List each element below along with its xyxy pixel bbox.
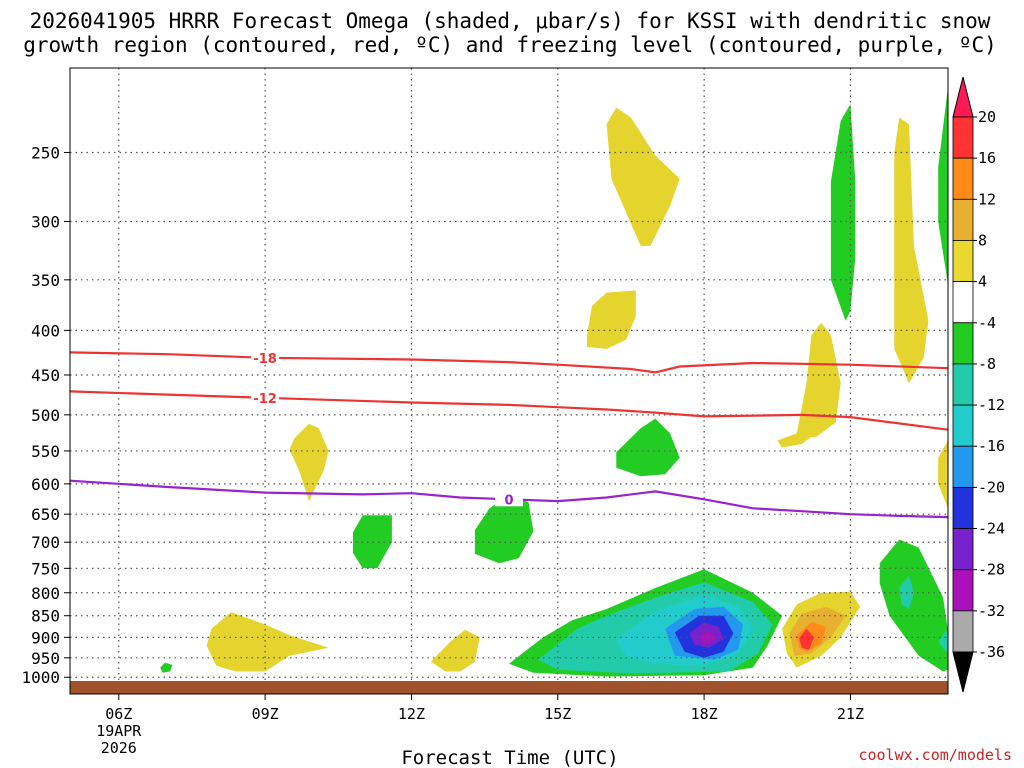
colorbar-label: -36	[978, 643, 1005, 661]
x-tick-label-06Z: 06Z	[105, 705, 132, 723]
colorbar-label: 20	[978, 108, 996, 126]
colorbar-swatch	[952, 281, 974, 324]
x-tick-date: 19APR	[96, 722, 142, 740]
y-tick-label-600: 600	[31, 475, 60, 494]
yellow-550-23z	[938, 440, 948, 509]
x-tick-label-18Z: 18Z	[691, 705, 718, 723]
colorbar-label: -8	[978, 355, 996, 373]
yellow-550-10z	[289, 423, 329, 502]
colorbar-label: 16	[978, 149, 996, 167]
colorbar-swatch	[952, 157, 974, 200]
y-tick-label-300: 300	[31, 212, 60, 231]
colorbar-swatch	[952, 322, 974, 365]
green-250-23z	[938, 86, 948, 291]
dgz-minus18-line	[69, 351, 949, 374]
colorbar-label: -12	[978, 396, 1005, 414]
colorbar-swatch	[952, 363, 974, 406]
colorbar-swatch	[952, 198, 974, 241]
omega-high-red	[799, 628, 814, 650]
temperature-contours: -18 -12 0	[69, 350, 949, 519]
y-tick-label-700: 700	[31, 533, 60, 552]
colorbar-swatch	[952, 528, 974, 571]
colorbar-swatch	[952, 116, 974, 159]
colorbar-label: -16	[978, 437, 1005, 455]
yellow-250-16z	[606, 107, 680, 246]
freezing-level-0-line	[69, 479, 949, 519]
dgz-minus18-label: -18	[253, 352, 277, 367]
colorbar-label: -24	[978, 520, 1005, 538]
x-tick-label-21Z: 21Z	[837, 705, 864, 723]
colorbar-label: 4	[978, 273, 987, 291]
teal-900-23z	[938, 628, 948, 652]
colorbar-label: -28	[978, 561, 1005, 579]
chart-title-line2: growth region (contoured, red, ºC) and f…	[23, 33, 997, 57]
y-tick-label-1000: 1000	[21, 668, 60, 687]
yellow-450-20z	[777, 322, 841, 448]
colorbar-swatch	[952, 610, 974, 653]
y-tick-label-400: 400	[31, 321, 60, 340]
omega-low-magenta	[699, 631, 717, 644]
ground-surface	[70, 681, 948, 694]
y-tick-label-650: 650	[31, 505, 60, 524]
green-960-07z	[160, 662, 173, 673]
green-250-21z	[830, 104, 856, 321]
colorbar-label: -32	[978, 602, 1005, 620]
y-tick-label-500: 500	[31, 406, 60, 425]
green-650-14z	[474, 495, 534, 564]
colorbar-bottom-arrow	[952, 651, 974, 693]
yellow-250-22z	[894, 117, 929, 384]
y-tick-label-350: 350	[31, 271, 60, 290]
colorbar-label: -4	[978, 314, 996, 332]
x-tick-year: 2026	[101, 739, 137, 757]
colorbar-label: -20	[978, 478, 1005, 496]
dgz-minus18-label-bg	[251, 350, 280, 365]
yellow-900-08z	[206, 612, 329, 672]
y-tick-label-750: 750	[31, 559, 60, 578]
y-tick-label-450: 450	[31, 366, 60, 385]
freezing-level-0-label-bg	[495, 492, 523, 507]
green-700-22z	[879, 539, 948, 672]
x-tick-label-09Z: 09Z	[252, 705, 279, 723]
freezing-level-0-label: 0	[504, 493, 513, 508]
yellow-350-16z	[587, 290, 636, 349]
y-tick-label-250: 250	[31, 143, 60, 162]
chart-title-line1: 2026041905 HRRR Forecast Omega (shaded, …	[30, 9, 991, 33]
dgz-minus12-label-bg	[251, 390, 280, 405]
y-tick-label-900: 900	[31, 628, 60, 647]
y-tick-label-800: 800	[31, 584, 60, 603]
colorbar-swatch	[952, 569, 974, 612]
colorbar-swatch	[952, 404, 974, 447]
colorbar: 20 16 12 8 4 -4 -8 -12 -16 -20 -24 -28 -32 -36	[952, 76, 1005, 693]
colorbar-top-arrow	[952, 76, 974, 118]
x-tick-label-12Z: 12Z	[398, 705, 425, 723]
omega-shading	[160, 86, 948, 677]
x-tick-label-15Z: 15Z	[544, 705, 571, 723]
green-700-11z	[352, 515, 392, 569]
colorbar-label: 12	[978, 190, 996, 208]
colorbar-swatch	[952, 240, 974, 283]
dgz-minus12-label: -12	[253, 392, 277, 407]
y-tick-label-550: 550	[31, 442, 60, 461]
yellow-930-13z	[431, 629, 480, 672]
dgz-minus12-line	[69, 390, 949, 431]
y-axis-ticks: 250 300 350 400 450 500 550 600 650 700 750 800 850 9…	[21, 143, 70, 687]
site-credit[interactable]: coolwx.com/models	[858, 746, 1012, 764]
green-550-17z	[616, 418, 680, 477]
y-tick-label-850: 850	[31, 607, 60, 626]
colorbar-swatch	[952, 486, 974, 529]
colorbar-label: 8	[978, 231, 987, 249]
y-tick-label-950: 950	[31, 649, 60, 668]
plot-frame	[69, 67, 949, 695]
x-axis-label: Forecast Time (UTC)	[401, 747, 618, 768]
colorbar-swatch	[952, 445, 974, 488]
